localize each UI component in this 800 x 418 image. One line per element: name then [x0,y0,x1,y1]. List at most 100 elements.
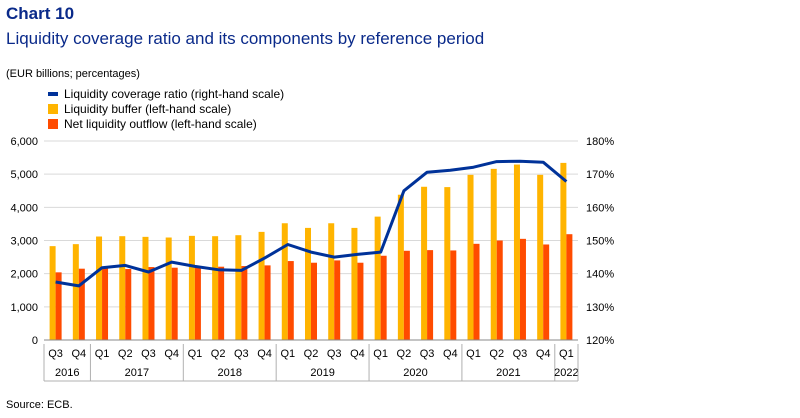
bar-net-liquidity-outflow [218,266,225,340]
bar-liquidity-buffer [142,236,149,340]
x-tick-label-quarter: Q1 [95,348,110,360]
bar-liquidity-buffer [374,216,381,340]
x-tick-label-year: 2019 [310,367,334,379]
bar-net-liquidity-outflow [380,255,387,340]
x-tick-label-quarter: Q3 [327,348,342,360]
legend-swatch-lcr [48,91,58,96]
legend-swatch-outflow [48,118,58,129]
bar-net-liquidity-outflow [427,250,434,340]
y-right-tick-label: 140% [586,269,614,281]
bar-net-liquidity-outflow [125,269,132,340]
y-left-tick-label: 4,000 [10,202,38,214]
bar-net-liquidity-outflow [496,240,503,340]
bar-net-liquidity-outflow [473,243,480,340]
bar-liquidity-buffer [165,237,172,340]
y-left-tick-label: 5,000 [10,169,38,181]
bar-liquidity-buffer [421,186,428,340]
legend-label-lcr: Liquidity coverage ratio (right-hand sca… [64,86,285,101]
x-tick-label-quarter: Q3 [141,348,156,360]
x-tick-label-year: 2017 [125,367,149,379]
x-tick-label-quarter: Q4 [536,348,551,360]
x-tick-label-year: 2020 [403,367,427,379]
bar-liquidity-buffer [235,235,242,340]
y-right-tick-label: 150% [586,236,614,248]
legend: Liquidity coverage ratio (right-hand sca… [48,86,284,131]
x-tick-label-quarter: Q2 [304,348,319,360]
bar-liquidity-buffer [212,236,219,340]
bar-net-liquidity-outflow [357,262,364,340]
bar-net-liquidity-outflow [78,268,85,340]
bar-net-liquidity-outflow [543,244,550,340]
x-tick-label-quarter: Q2 [118,348,133,360]
x-tick-label-year: 2021 [496,367,520,379]
x-tick-label-quarter: Q4 [257,348,272,360]
bar-net-liquidity-outflow [264,265,271,340]
bar-liquidity-buffer [96,236,103,340]
bar-liquidity-buffer [537,174,544,340]
x-tick-label-quarter: Q4 [164,348,179,360]
x-tick-label-quarter: Q1 [559,348,574,360]
bar-net-liquidity-outflow [102,267,109,340]
bar-liquidity-buffer [328,223,335,340]
bar-liquidity-buffer [72,244,79,340]
x-tick-label-quarter: Q1 [280,348,295,360]
legend-item-lcr: Liquidity coverage ratio (right-hand sca… [48,86,284,101]
x-tick-label-quarter: Q4 [71,348,86,360]
y-left-tick-label: 0 [32,335,38,347]
x-tick-label-year: 2016 [55,367,79,379]
bar-liquidity-buffer [281,223,288,340]
x-tick-label-quarter: Q2 [211,348,226,360]
bar-liquidity-buffer [467,174,474,340]
legend-item-buffer: Liquidity buffer (left-hand scale) [48,101,284,116]
y-right-tick-label: 180% [586,136,614,148]
bar-net-liquidity-outflow [566,234,573,340]
units-note: (EUR billions; percentages) [6,68,140,80]
x-tick-label-quarter: Q3 [48,348,63,360]
bar-liquidity-buffer [513,164,520,340]
legend-label-buffer: Liquidity buffer (left-hand scale) [64,101,232,116]
bar-net-liquidity-outflow [403,250,410,340]
x-tick-label-quarter: Q1 [188,348,203,360]
bar-net-liquidity-outflow [519,238,526,340]
bar-liquidity-buffer [119,236,126,340]
bar-net-liquidity-outflow [194,267,201,340]
bar-liquidity-buffer [560,162,567,340]
y-left-tick-label: 2,000 [10,269,38,281]
bar-liquidity-buffer [258,231,265,340]
chart-title: Liquidity coverage ratio and its compone… [6,29,485,48]
x-tick-label-quarter: Q2 [489,348,504,360]
y-left-tick-label: 3,000 [10,236,38,248]
x-tick-label-quarter: Q2 [397,348,412,360]
y-right-tick-label: 160% [586,202,614,214]
chart-label: Chart 10 [6,4,75,23]
bar-net-liquidity-outflow [450,250,457,340]
x-tick-label-quarter: Q3 [513,348,528,360]
y-left-tick-label: 6,000 [10,136,38,148]
x-tick-label-year: 2018 [217,367,241,379]
x-tick-label-quarter: Q4 [350,348,365,360]
line-liquidity-coverage-ratio [55,159,568,288]
x-tick-label-quarter: Q3 [234,348,249,360]
bar-liquidity-buffer [490,168,497,340]
bar-liquidity-buffer [305,227,311,340]
x-tick-label-quarter: Q4 [443,348,458,360]
bar-net-liquidity-outflow [148,267,155,340]
bar-liquidity-buffer [49,246,56,340]
y-right-tick-label: 120% [586,335,614,347]
x-tick-label-year: 2022 [554,367,578,379]
y-right-tick-label: 130% [586,302,614,314]
bar-liquidity-buffer [351,227,358,340]
bar-net-liquidity-outflow [311,262,317,340]
source-note: Source: ECB. [6,399,73,411]
x-tick-label-quarter: Q1 [466,348,481,360]
y-left-tick-label: 1,000 [10,302,38,314]
legend-item-outflow: Net liquidity outflow (left-hand scale) [48,116,284,131]
bar-net-liquidity-outflow [55,272,62,340]
bar-net-liquidity-outflow [241,266,248,340]
y-right-tick-label: 170% [586,169,614,181]
x-tick-label-quarter: Q3 [420,348,435,360]
bar-liquidity-buffer [444,187,451,340]
bar-liquidity-buffer [188,235,195,340]
legend-label-outflow: Net liquidity outflow (left-hand scale) [64,116,257,131]
